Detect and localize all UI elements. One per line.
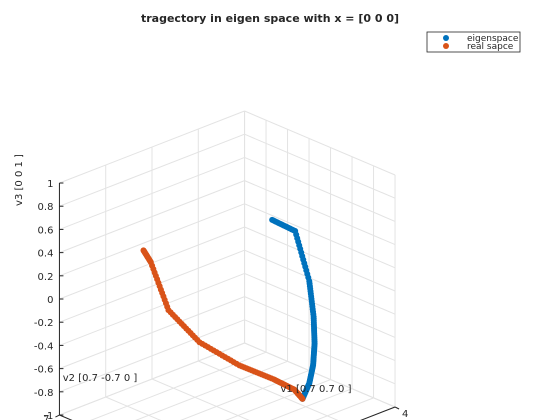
grid-line: [59, 133, 245, 207]
z-tick-label: -0.6: [34, 365, 54, 376]
z-tick-label: -0.8: [34, 388, 54, 399]
grid-line: [244, 226, 396, 292]
legend-marker-eigenspace: [443, 35, 449, 41]
grid-line: [59, 296, 245, 370]
grid-line: [244, 180, 396, 246]
grid-line: [59, 249, 245, 323]
z-tick-label: -1: [43, 411, 53, 420]
grid-line: [198, 360, 339, 420]
z-tick-label: 0: [47, 295, 53, 306]
grid-line: [59, 342, 245, 416]
legend-label-real-sapce: real sapce: [467, 42, 514, 52]
data-point: [140, 247, 147, 254]
grid-line: [59, 110, 245, 184]
z-tick-label: 0.8: [38, 202, 54, 213]
y-tick-mark: [55, 414, 60, 418]
grid-line: [244, 156, 396, 222]
x-tick-mark: [394, 406, 400, 410]
grid-line: [244, 203, 396, 269]
legend-box: [426, 31, 521, 53]
grid-line: [244, 272, 396, 338]
grid-line: [244, 342, 396, 408]
grid-line: [105, 396, 162, 420]
series-real-sapce: [140, 247, 306, 402]
y-axis-label: v2 [0.7 -0.7 0 ]: [63, 373, 138, 384]
x-axis-line: [360, 406, 396, 420]
grid-line: [151, 378, 250, 420]
grid-line: [59, 272, 245, 346]
y-tick-label: 7: [43, 414, 49, 420]
grid-line: [244, 110, 396, 176]
grid-line: [244, 249, 396, 315]
z-tick-label: 1: [47, 179, 53, 190]
data-point: [269, 216, 276, 223]
z-tick-label: -0.4: [34, 341, 54, 352]
z-axis-label: v3 [0 0 1 ]: [14, 154, 25, 206]
grid-line: [244, 319, 396, 385]
grid-line: [59, 180, 245, 254]
x-tick-label: 4: [402, 409, 408, 420]
grid-line: [59, 156, 245, 230]
z-tick-label: -0.2: [34, 318, 54, 329]
legend-label-eigenspace: eigenspace: [467, 34, 519, 44]
legend: eigenspace real sapce: [426, 31, 521, 53]
chart-title: tragectory in eigen space with x = [0 0 …: [141, 12, 399, 25]
grid-line: [315, 397, 374, 420]
grid-line: [59, 319, 245, 393]
data-markers: [140, 216, 318, 402]
z-tick-label: 0.4: [38, 249, 54, 260]
grid-line: [270, 388, 353, 420]
grid-line: [59, 203, 245, 277]
grid-line: [244, 133, 396, 199]
axes: -4-202401234567-1-0.8-0.6-0.4-0.200.20.4…: [34, 179, 408, 420]
x-axis-label: v1 [0.7 0.7 0 ]: [281, 384, 352, 395]
legend-marker-real-sapce: [443, 43, 449, 49]
grid-line: [135, 360, 288, 420]
z-tick-label: 0.2: [38, 272, 54, 283]
grid-line: [244, 296, 396, 362]
z-tick-label: 0.6: [38, 225, 54, 236]
series-eigenspace: [269, 216, 318, 402]
